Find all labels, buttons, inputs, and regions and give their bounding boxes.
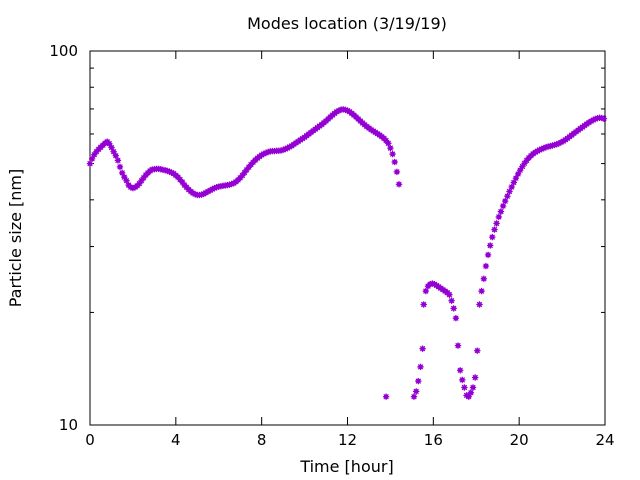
- data-point: [600, 115, 608, 122]
- data-point: [480, 275, 487, 282]
- data-point: [553, 141, 560, 148]
- data-point: [467, 389, 475, 396]
- data-point: [472, 374, 479, 381]
- data-point: [450, 305, 457, 312]
- data-point: [476, 301, 483, 308]
- data-point: [387, 144, 394, 152]
- x-tick-label: 12: [338, 431, 357, 449]
- data-point: [114, 157, 122, 164]
- data-point: [487, 242, 494, 249]
- data-point: [493, 220, 500, 227]
- y-axis-label: Particle size [nm]: [6, 169, 25, 308]
- data-point: [484, 251, 492, 259]
- data-point: [391, 158, 398, 166]
- x-tick-label: 4: [171, 431, 181, 449]
- data-point: [422, 287, 429, 295]
- chart-title: Modes location (3/19/19): [247, 14, 447, 33]
- data-point: [179, 178, 186, 186]
- data-point: [499, 202, 507, 210]
- data-point: [497, 208, 505, 215]
- data-point: [209, 185, 216, 193]
- x-tick-label: 20: [510, 431, 529, 449]
- x-tick-label: 8: [257, 431, 267, 449]
- data-point: [454, 342, 462, 349]
- data-point: [489, 233, 496, 241]
- data-point: [413, 388, 420, 395]
- data-point: [491, 226, 498, 233]
- data-points: [86, 106, 608, 400]
- data-point: [88, 155, 96, 163]
- data-point: [382, 393, 390, 400]
- x-tick-label: 24: [595, 431, 614, 449]
- x-tick-label: 16: [424, 431, 443, 449]
- data-point: [116, 163, 124, 171]
- data-point: [260, 150, 267, 158]
- data-point: [474, 347, 481, 354]
- data-point: [495, 213, 502, 221]
- axis-tick-labels: 0 4 8 12 16 20 24 10 100: [49, 42, 614, 449]
- x-axis-label: Time [hour]: [299, 457, 393, 476]
- data-point: [482, 262, 490, 270]
- data-point: [502, 197, 509, 205]
- data-point: [389, 150, 396, 158]
- data-point: [457, 367, 464, 374]
- data-point: [446, 291, 453, 298]
- data-point: [110, 148, 117, 155]
- data-point: [506, 188, 513, 195]
- axis-ticks: [89, 50, 606, 426]
- plot-area-frame: [89, 50, 606, 426]
- data-point: [420, 301, 427, 308]
- data-point: [461, 384, 468, 391]
- data-point: [395, 181, 403, 188]
- y-tick-label: 100: [49, 42, 78, 60]
- data-point: [106, 140, 113, 147]
- data-point: [448, 297, 455, 304]
- data-point: [452, 315, 460, 322]
- data-point: [419, 345, 426, 352]
- data-point: [478, 287, 485, 295]
- data-point: [284, 144, 291, 152]
- data-point: [410, 393, 418, 400]
- data-point: [86, 160, 94, 167]
- data-point: [459, 376, 466, 384]
- x-tick-label: 0: [85, 431, 95, 449]
- data-point: [393, 168, 401, 176]
- data-point: [469, 384, 477, 391]
- y-tick-label: 10: [59, 416, 78, 434]
- data-point: [417, 363, 424, 371]
- data-point: [415, 377, 422, 385]
